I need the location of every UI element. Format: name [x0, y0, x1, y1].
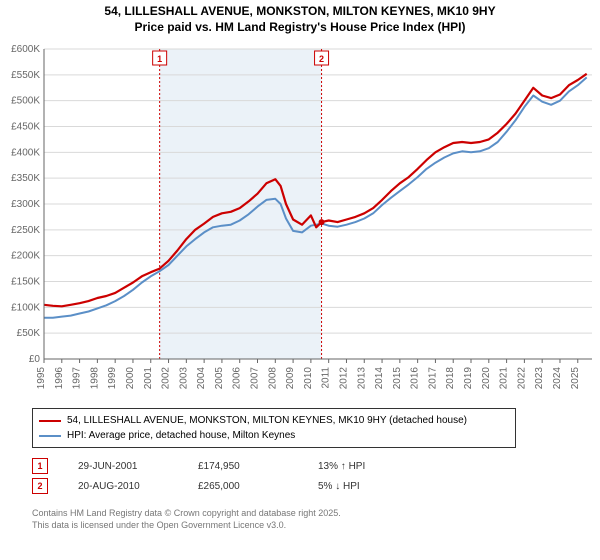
- svg-text:2009: 2009: [285, 367, 296, 390]
- svg-text:1: 1: [157, 54, 162, 64]
- event-price: £174,950: [198, 461, 288, 472]
- svg-text:2001: 2001: [143, 367, 154, 390]
- svg-text:2006: 2006: [232, 367, 243, 390]
- footnote-line-1: Contains HM Land Registry data © Crown c…: [32, 508, 341, 520]
- chart-title-block: 54, LILLESHALL AVENUE, MONKSTON, MILTON …: [0, 0, 600, 35]
- svg-text:1997: 1997: [72, 367, 83, 390]
- svg-text:2005: 2005: [214, 367, 225, 390]
- svg-text:£400K: £400K: [11, 148, 40, 159]
- event-date: 29-JUN-2001: [78, 461, 168, 472]
- svg-text:£550K: £550K: [11, 70, 40, 81]
- svg-text:£50K: £50K: [17, 328, 41, 339]
- chart-area: £0 £50K £100K £150K £200K £250K £300K £350K £400…: [0, 39, 600, 399]
- svg-text:2008: 2008: [267, 367, 278, 390]
- svg-text:2022: 2022: [516, 367, 527, 390]
- legend-swatch: [39, 420, 61, 422]
- svg-text:2017: 2017: [427, 367, 438, 390]
- event-marker: 1: [32, 458, 48, 474]
- svg-text:1996: 1996: [54, 367, 65, 390]
- svg-text:2004: 2004: [196, 367, 207, 390]
- event-delta: 13% ↑ HPI: [318, 461, 408, 472]
- svg-text:2015: 2015: [392, 367, 403, 390]
- footnote-line-2: This data is licensed under the Open Gov…: [32, 520, 341, 532]
- svg-text:2012: 2012: [338, 367, 349, 390]
- svg-text:2024: 2024: [552, 367, 563, 390]
- legend-label: HPI: Average price, detached house, Milt…: [67, 428, 295, 443]
- svg-text:£200K: £200K: [11, 251, 40, 262]
- svg-text:2010: 2010: [303, 367, 314, 390]
- svg-text:2000: 2000: [125, 367, 136, 390]
- legend-row: 54, LILLESHALL AVENUE, MONKSTON, MILTON …: [39, 413, 509, 428]
- svg-text:£100K: £100K: [11, 303, 40, 314]
- event-marker: 2: [32, 478, 48, 494]
- title-line-1: 54, LILLESHALL AVENUE, MONKSTON, MILTON …: [0, 4, 600, 20]
- svg-text:2: 2: [319, 54, 324, 64]
- svg-text:2013: 2013: [356, 367, 367, 390]
- event-row: 1 29-JUN-2001 £174,950 13% ↑ HPI: [32, 456, 408, 476]
- svg-text:2002: 2002: [161, 367, 172, 390]
- event-row: 2 20-AUG-2010 £265,000 5% ↓ HPI: [32, 476, 408, 496]
- svg-text:£450K: £450K: [11, 122, 40, 133]
- svg-text:2016: 2016: [410, 367, 421, 390]
- svg-text:2014: 2014: [374, 367, 385, 390]
- svg-text:2007: 2007: [250, 367, 261, 390]
- event-delta: 5% ↓ HPI: [318, 481, 408, 492]
- svg-text:£350K: £350K: [11, 173, 40, 184]
- svg-text:1995: 1995: [36, 367, 47, 390]
- svg-text:£600K: £600K: [11, 44, 40, 55]
- legend-box: 54, LILLESHALL AVENUE, MONKSTON, MILTON …: [32, 408, 516, 448]
- svg-text:2019: 2019: [463, 367, 474, 390]
- svg-text:£0: £0: [29, 354, 41, 365]
- event-price: £265,000: [198, 481, 288, 492]
- svg-text:1998: 1998: [89, 367, 100, 390]
- svg-text:2020: 2020: [481, 367, 492, 390]
- svg-text:2003: 2003: [178, 367, 189, 390]
- event-date: 20-AUG-2010: [78, 481, 168, 492]
- legend-row: HPI: Average price, detached house, Milt…: [39, 428, 509, 443]
- line-chart: £0 £50K £100K £150K £200K £250K £300K £350K £400…: [0, 39, 600, 399]
- svg-text:£250K: £250K: [11, 225, 40, 236]
- legend-swatch: [39, 435, 61, 437]
- svg-text:2025: 2025: [570, 367, 581, 390]
- title-line-2: Price paid vs. HM Land Registry's House …: [0, 20, 600, 36]
- svg-text:£300K: £300K: [11, 199, 40, 210]
- footnote: Contains HM Land Registry data © Crown c…: [32, 508, 341, 531]
- legend-label: 54, LILLESHALL AVENUE, MONKSTON, MILTON …: [67, 413, 467, 428]
- svg-text:£500K: £500K: [11, 96, 40, 107]
- svg-text:2018: 2018: [445, 367, 456, 390]
- events-list: 1 29-JUN-2001 £174,950 13% ↑ HPI 2 20-AUG-201…: [32, 456, 408, 496]
- svg-text:2023: 2023: [534, 367, 545, 390]
- svg-text:£150K: £150K: [11, 277, 40, 288]
- svg-text:1999: 1999: [107, 367, 118, 390]
- svg-text:2021: 2021: [499, 367, 510, 390]
- svg-text:2011: 2011: [321, 367, 332, 389]
